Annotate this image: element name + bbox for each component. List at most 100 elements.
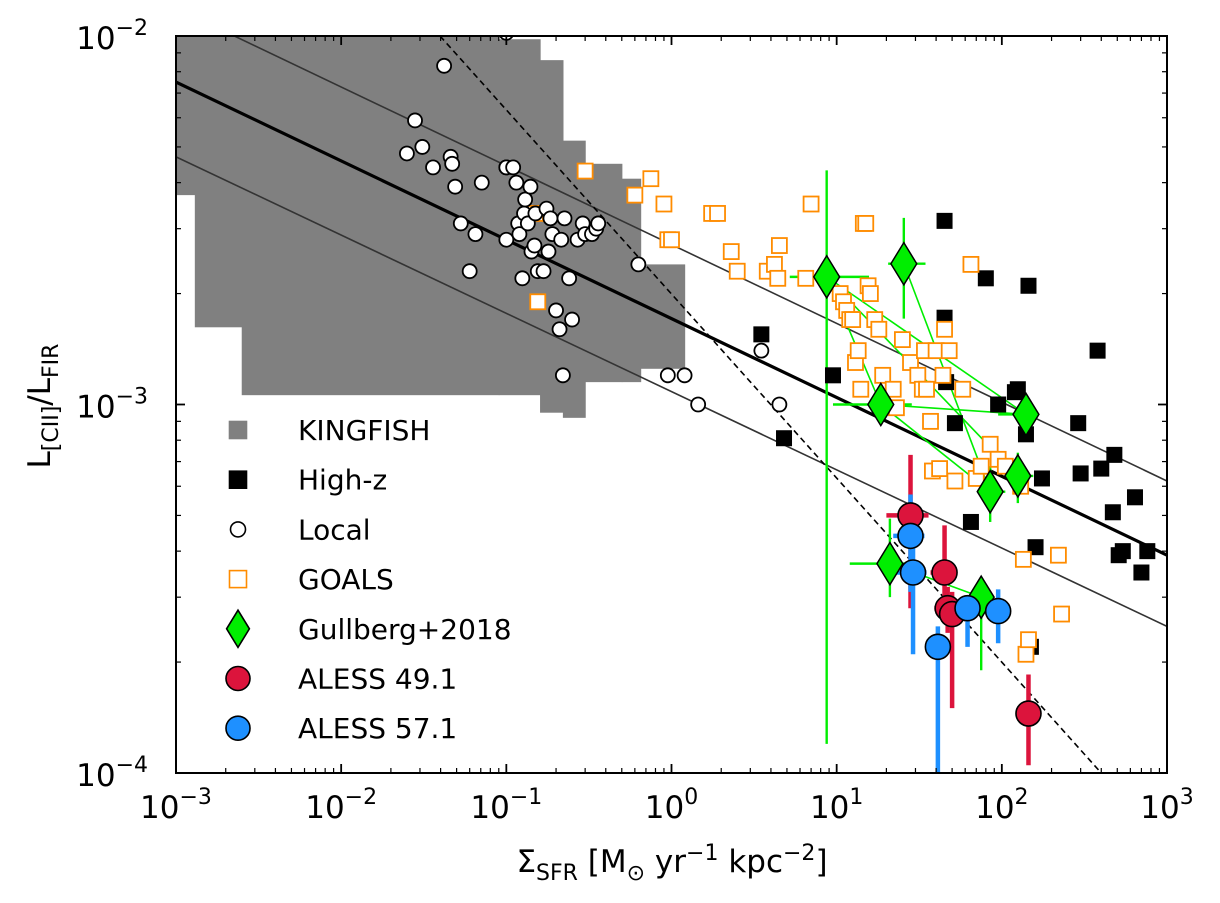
goals-point-50	[962, 255, 980, 273]
y-tick-exp: −3	[116, 385, 148, 410]
gullberg-connector-5	[880, 403, 1027, 416]
local-point-8	[452, 215, 469, 232]
x-tick-label-3: 100	[645, 785, 698, 826]
goals-point-5	[655, 195, 673, 213]
legend-label-3: GOALS	[298, 563, 394, 596]
goals-point-25	[852, 380, 870, 398]
goals-point-52	[972, 457, 990, 475]
goals-point-45	[934, 366, 952, 384]
goals-point-11	[728, 262, 746, 280]
goals-point-32	[874, 366, 892, 384]
local-point-21	[517, 191, 534, 208]
legend-label-6: ALESS 57.1	[298, 712, 457, 745]
x-tick-base: 10	[140, 790, 179, 826]
goals-point-9	[709, 205, 726, 222]
gullberg-2018-point-3	[976, 469, 1004, 515]
local-point-23	[522, 178, 539, 195]
legend-label-1: High-z	[298, 464, 387, 497]
goals-point-7	[663, 231, 680, 249]
high-z-point-16	[1033, 470, 1050, 487]
local-point-45	[590, 215, 607, 232]
goals-point-47	[940, 342, 958, 360]
legend-label-0: KINGFISH	[298, 414, 430, 447]
gullberg-2018-point-4	[1004, 453, 1032, 499]
goals-point-1	[529, 293, 547, 311]
goals-point-41	[922, 412, 939, 430]
local-point-36	[554, 367, 571, 384]
local-point-18	[511, 226, 528, 243]
local-point-11	[473, 174, 490, 191]
high-z-point-17	[1070, 415, 1087, 432]
x-tick-label-0: 10−3	[140, 785, 212, 826]
goals-point-31	[870, 320, 888, 338]
gullberg-2018-point-0	[812, 254, 841, 300]
kingfish-step-6	[585, 163, 623, 383]
goals-point-3	[626, 186, 644, 204]
local-point-13	[498, 231, 515, 248]
high-z-point-22	[1106, 446, 1123, 463]
local-point-31	[542, 210, 559, 227]
x-tick-label-2: 10−1	[470, 785, 542, 826]
local-point-4	[436, 57, 453, 74]
local-point-46	[630, 256, 647, 273]
x-tick-exp: 0	[684, 785, 698, 810]
legend-marker-3	[228, 569, 248, 589]
x-tick-exp: −3	[180, 785, 212, 810]
y-tick-exp: −4	[116, 753, 148, 778]
local-point-51	[771, 396, 788, 413]
local-point-25	[526, 237, 543, 254]
legend-marker-5	[225, 665, 251, 692]
x-tick-base: 10	[470, 790, 509, 826]
local-point-3	[425, 159, 441, 176]
goals-point-33	[884, 380, 902, 398]
x-tick-base: 10	[645, 790, 684, 826]
goals-point-29	[861, 285, 879, 302]
local-point-7	[447, 178, 464, 195]
x-tick-label-4: 101	[810, 785, 863, 826]
high-z-point-24	[1114, 543, 1131, 560]
goals-point-49	[954, 380, 972, 398]
x-tick-exp: 2	[1015, 785, 1029, 810]
goals-point-13	[766, 255, 783, 273]
x-tick-exp: 1	[849, 785, 863, 810]
y-tick-base: 10	[76, 758, 115, 794]
aless-49-1-point-1	[931, 559, 958, 586]
aless-49-1-point-4	[1015, 700, 1042, 727]
x-tick-exp: −1	[510, 785, 542, 810]
x-tick-exp: 3	[1180, 785, 1194, 810]
y-tick-exp: −2	[116, 16, 148, 41]
goals-point-10	[722, 243, 740, 260]
aless-57-1-point-2	[924, 633, 952, 661]
local-point-28	[535, 263, 552, 280]
legend-marker-0	[228, 420, 248, 440]
kingfish-step-1	[194, 36, 243, 328]
high-z-point-1	[776, 430, 793, 447]
high-z-point-19	[1089, 342, 1106, 359]
local-point-6	[444, 155, 461, 172]
x-tick-label-1: 10−2	[305, 785, 377, 826]
local-point-48	[676, 367, 693, 384]
local-point-9	[461, 263, 478, 280]
goals-point-2	[576, 162, 594, 180]
goals-point-48	[946, 472, 964, 490]
high-z-point-20	[1093, 460, 1110, 477]
line-best-fit	[176, 80, 1167, 557]
aless-57-1-point-1	[899, 559, 927, 586]
goals-point-4	[642, 170, 660, 188]
goals-point-44	[931, 460, 949, 477]
high-z-point-15	[1027, 539, 1044, 556]
goals-point-35	[893, 331, 911, 349]
local-point-10	[467, 226, 484, 243]
high-z-point-21	[1104, 504, 1121, 521]
goals-point-58	[1017, 645, 1035, 663]
y-tick-label-2: 10−2	[76, 16, 148, 57]
goals-point-24	[849, 342, 867, 360]
legend-marker-6	[225, 715, 251, 742]
high-z-point-11	[1009, 381, 1026, 398]
x-axis-label: ΣSFR [M⊙ yr−1 kpc−2]	[516, 841, 827, 886]
goals-point-22	[844, 311, 862, 328]
y-tick-label-0: 10−4	[76, 753, 148, 794]
goals-point-40	[918, 380, 935, 398]
legend-marker-1	[228, 470, 248, 490]
high-z-point-18	[1072, 465, 1089, 482]
